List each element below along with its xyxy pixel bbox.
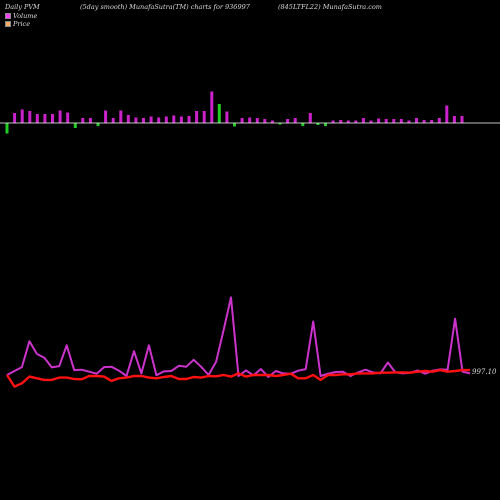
volume-bar [104, 110, 108, 123]
volume-bar [210, 91, 214, 123]
volume-line [6, 296, 471, 378]
volume-bar [13, 113, 17, 123]
volume-bar [324, 123, 327, 126]
volume-bar [195, 111, 199, 123]
volume-bar [354, 120, 358, 123]
volume-bar [126, 115, 130, 123]
volume-bar [308, 113, 312, 123]
volume-bar [301, 123, 305, 126]
volume-bar [346, 120, 350, 123]
volume-bar [149, 116, 153, 123]
volume-bar [233, 123, 236, 127]
volume-bar [187, 116, 191, 123]
volume-bar [81, 118, 85, 123]
volume-bar [28, 111, 32, 123]
last-price-label: 997.10 [472, 368, 497, 376]
volume-bar [43, 114, 47, 123]
volume-bar [430, 120, 434, 123]
volume-bar [66, 112, 70, 123]
volume-bar [293, 118, 297, 123]
volume-bars [5, 91, 464, 134]
legend-volume-swatch [5, 13, 11, 19]
volume-bar [5, 123, 9, 134]
volume-bar [331, 120, 335, 123]
price-line [5, 368, 470, 388]
volume-bar [248, 117, 252, 123]
volume-bar [96, 123, 100, 126]
volume-bar [225, 111, 229, 123]
volume-bar [445, 105, 449, 123]
volume-bar [399, 119, 403, 123]
legend-volume-label: Volume [13, 12, 38, 20]
volume-bar [172, 115, 176, 123]
volume-bar [134, 117, 138, 123]
volume-bar [415, 118, 418, 123]
volume-bar [88, 118, 92, 123]
volume-bar [35, 114, 39, 123]
volume-bar [286, 119, 290, 123]
volume-bar [407, 120, 411, 123]
volume-bar [157, 117, 161, 123]
volume-bar [58, 110, 62, 123]
chart-title-middle: (5day smooth) MunafaSutra(TM) charts for… [80, 3, 250, 11]
volume-bar [369, 120, 373, 123]
volume-bar [263, 119, 267, 123]
volume-bar [73, 123, 77, 128]
volume-bar [452, 116, 456, 123]
volume-bar [392, 119, 396, 123]
volume-bar [460, 116, 464, 123]
volume-bar [179, 116, 183, 123]
chart-title-left: Daily PVM [5, 3, 40, 11]
volume-bar [240, 118, 244, 123]
volume-bar [377, 118, 381, 123]
volume-bar [422, 120, 426, 123]
legend-volume: Volume [5, 12, 37, 20]
legend-price-label: Price [13, 20, 31, 28]
volume-bar [202, 111, 206, 123]
chart-title-right: (845LTFL22) MunafaSutra.com [278, 3, 382, 11]
volume-bar [278, 123, 282, 125]
volume-bar [119, 110, 123, 123]
volume-bar [316, 123, 320, 125]
volume-bar [164, 116, 168, 123]
volume-bar [384, 119, 388, 123]
price-volume-lines [5, 296, 471, 388]
legend-price: Price [5, 20, 30, 28]
volume-bar [20, 109, 24, 123]
volume-bar [361, 118, 365, 123]
volume-bar [111, 118, 115, 123]
volume-bar [437, 118, 441, 123]
volume-bar [217, 104, 221, 123]
volume-bar [270, 120, 274, 123]
volume-bar [339, 120, 343, 123]
volume-bar [142, 118, 145, 123]
volume-bar [255, 118, 259, 123]
legend-price-swatch [5, 21, 11, 27]
volume-bar [51, 114, 54, 123]
